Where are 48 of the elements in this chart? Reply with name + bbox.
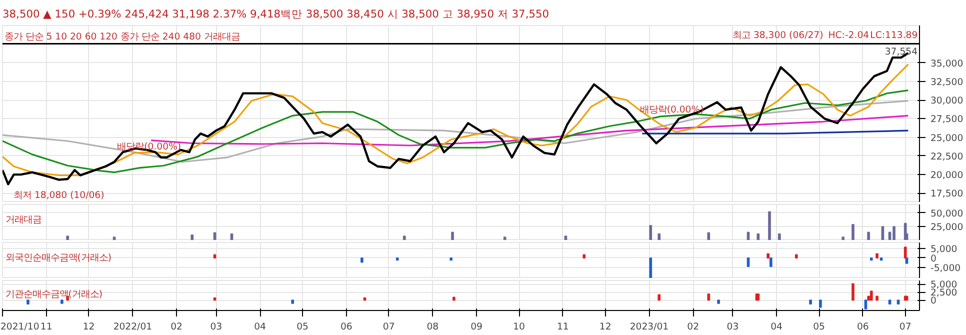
x-tick-label: 2021/10 — [0, 322, 40, 332]
annotation: 종가 단순 5 10 20 60 120 종가 단순 240 480 거래대금 — [4, 32, 240, 43]
x-tick-label: 02 — [170, 322, 182, 332]
annotation: HC:-2.04 — [828, 30, 870, 41]
x-tick-label: 02 — [687, 322, 700, 332]
y-tick-label: -5,000 — [930, 263, 961, 274]
x-tick-label: 2022/01 — [113, 322, 152, 332]
y-tick-label: 25,000 — [930, 132, 964, 144]
y-tick-label: 5,000 — [930, 244, 958, 255]
y-tick-label: 22,500 — [930, 151, 964, 162]
x-tick-label: 05 — [813, 322, 826, 332]
y-tick-label: 20,000 — [930, 170, 964, 182]
annotation: 거래대금 — [5, 214, 42, 226]
y-tick-label: 35,000 — [930, 58, 964, 70]
y-tick-label: 0 — [930, 296, 936, 307]
annotation: 배당락(0.00%) — [117, 141, 182, 152]
x-tick-label: 05 — [296, 322, 309, 332]
ref-line-label: 37,554 — [884, 46, 918, 58]
x-tick-label: 07 — [899, 322, 912, 332]
x-tick-label: 03 — [726, 322, 739, 332]
x-tick-label: 10 — [513, 322, 526, 332]
y-tick-label: 0 — [930, 253, 936, 264]
y-tick-label: 25,000 — [930, 222, 964, 234]
y-tick-label: 17,500 — [930, 188, 964, 200]
x-tick-label: 12 — [599, 322, 612, 332]
annotation: 최저 18,080 (10/06) — [14, 190, 104, 202]
x-tick-label: 03 — [210, 322, 222, 332]
y-tick-label: 32,500 — [930, 76, 964, 88]
x-tick-label: 04 — [770, 322, 783, 332]
annotation: 기관순매수금액(거래소) — [5, 288, 103, 300]
annotation: 외국인순매수금액(거래소) — [5, 252, 112, 264]
chart-subtitle: 38,500 ▲ 150 +0.39% 245,424 31,198 2.37% 9,418백만 38,500 38,450 시 38,500 고 38,950 저 37,550 — [2, 8, 550, 20]
annotation: LC:113.89 — [870, 30, 918, 41]
x-tick-label: 06 — [856, 322, 869, 332]
x-tick-label: 11 — [556, 322, 569, 332]
x-tick-label: 12 — [82, 322, 95, 332]
y-tick-label: 30,000 — [930, 96, 964, 107]
x-tick-label: 2023/01 — [630, 322, 669, 332]
x-tick-label: 09 — [470, 322, 483, 332]
x-tick-label: 07 — [382, 322, 395, 332]
x-tick-label: 06 — [340, 322, 352, 332]
annotation: 최고 38,300 (06/27) — [732, 30, 824, 41]
x-tick-label: 08 — [426, 322, 439, 332]
x-tick-label: 11 — [40, 322, 52, 332]
y-tick-label: 27,500 — [930, 114, 964, 126]
y-tick-label: 50,000 — [930, 208, 964, 220]
annotation: 배당락(0.00%) — [640, 104, 704, 116]
x-tick-label: 04 — [254, 322, 266, 332]
